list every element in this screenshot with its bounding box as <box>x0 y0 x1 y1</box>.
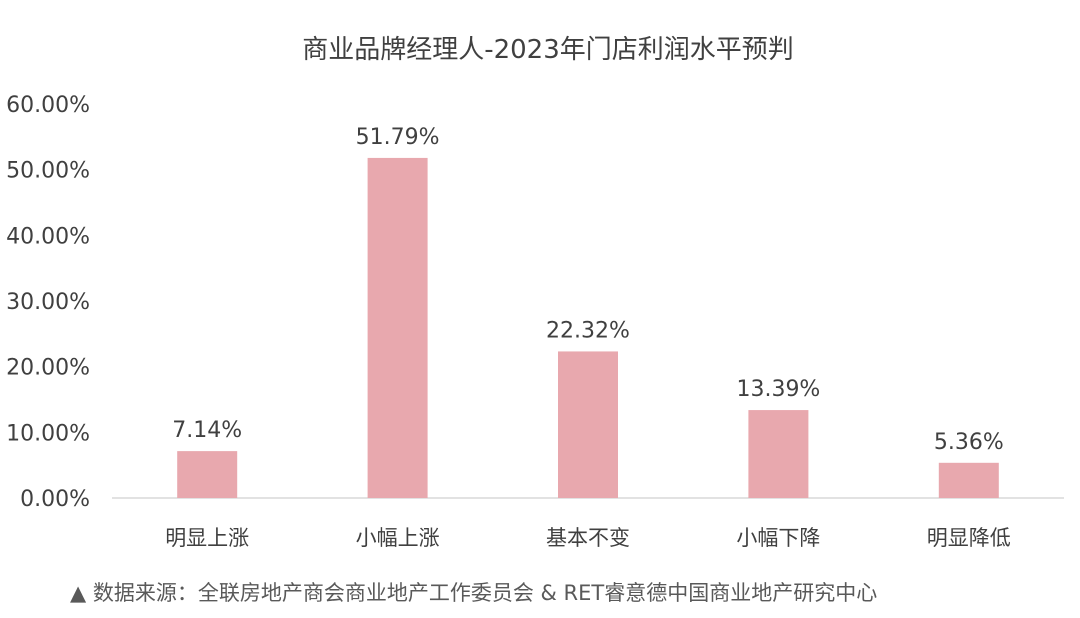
x-axis: 明显上涨 小幅上涨 基本不变 小幅下降 明显降低 <box>112 497 1064 550</box>
data-label: 7.14% <box>172 418 242 443</box>
y-tick-label: 60.00% <box>6 93 90 118</box>
bar <box>748 410 809 498</box>
bar <box>938 462 999 498</box>
x-tick-label: 基本不变 <box>546 526 630 550</box>
y-axis: 0.00% 10.00% 20.00% 30.00% 40.00% 50.00% 60.00… <box>6 93 90 512</box>
data-label: 51.79% <box>356 125 440 150</box>
y-tick-label: 20.00% <box>6 356 90 381</box>
bars <box>177 157 999 498</box>
data-label: 5.36% <box>934 430 1004 455</box>
bar <box>558 351 618 498</box>
y-tick-label: 30.00% <box>6 290 90 315</box>
data-label: 13.39% <box>736 377 820 402</box>
y-tick-label: 10.00% <box>6 421 90 446</box>
x-tick-label: 明显降低 <box>927 526 1011 550</box>
y-tick-label: 50.00% <box>6 159 90 184</box>
y-tick-label: 0.00% <box>20 487 90 512</box>
data-labels: 7.14% 51.79% 22.32% 13.39% 5.36% <box>172 125 1003 455</box>
bar <box>177 451 238 498</box>
y-tick-label: 40.00% <box>6 224 90 249</box>
x-tick-label: 明显上涨 <box>165 526 249 550</box>
x-tick-label: 小幅上涨 <box>356 526 440 550</box>
bar <box>367 157 428 498</box>
x-tick-label: 小幅下降 <box>736 526 820 550</box>
data-label: 22.32% <box>546 318 630 343</box>
source-note: ▲ 数据来源：全联房地产商会商业地产工作委员会 & RET睿意德中国商业地产研究… <box>70 581 877 605</box>
chart-title: 商业品牌经理人-2023年门店利润水平预判 <box>302 35 794 65</box>
